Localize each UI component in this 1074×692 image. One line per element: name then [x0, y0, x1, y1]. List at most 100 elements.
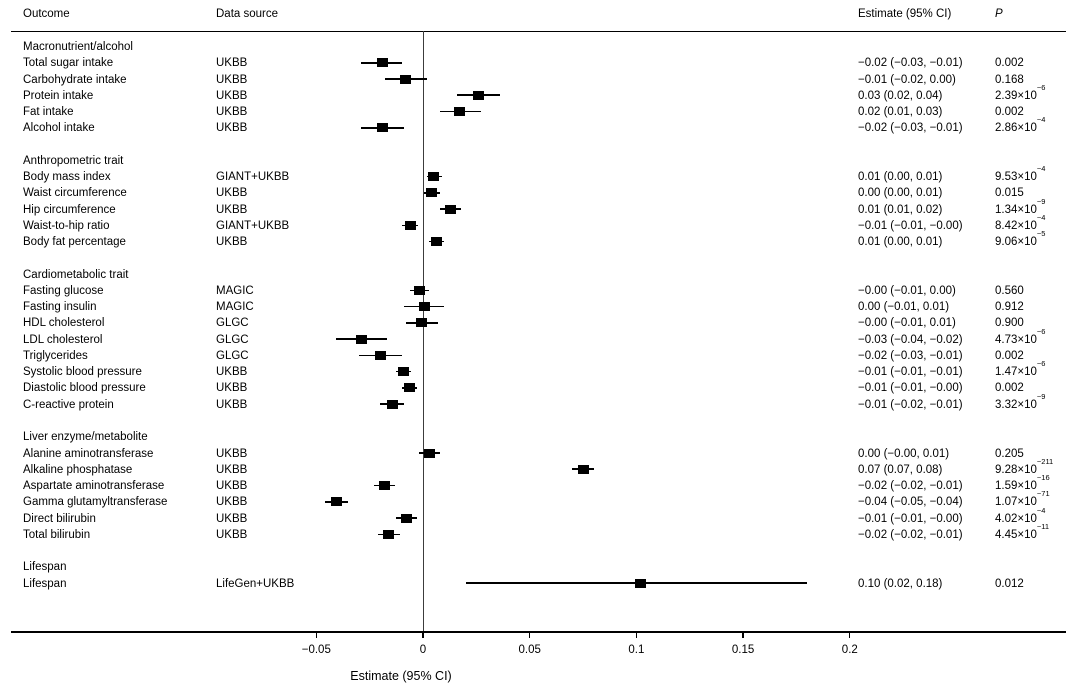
source-cell: GIANT+UKBB — [216, 171, 290, 184]
p-value-exponent: −4 — [1036, 505, 1046, 515]
p-value-cell: 4.02×10−4 — [995, 505, 1046, 525]
outcome-cell: Alanine aminotransferase — [23, 447, 154, 460]
outcome-cell: Total sugar intake — [23, 57, 114, 70]
estimate-ci-cell: −0.01 (−0.02, 0.00) — [858, 73, 956, 86]
source-cell: UKBB — [216, 236, 248, 249]
p-value-cell: 8.42×10−4 — [995, 213, 1046, 232]
estimate-marker — [431, 237, 443, 247]
x-axis-tick — [742, 631, 744, 638]
p-value-exponent: −4 — [1036, 115, 1046, 125]
column-header-data-source: Data source — [216, 8, 279, 20]
estimate-ci-cell: 0.03 (0.02, 0.04) — [858, 89, 943, 102]
outcome-cell: LDL cholesterol — [23, 333, 103, 346]
estimate-ci-cell: −0.01 (−0.01, −0.01) — [858, 366, 963, 379]
source-cell: UKBB — [216, 73, 248, 86]
x-axis-tick — [849, 631, 851, 638]
estimate-ci-cell: −0.02 (−0.02, −0.01) — [858, 480, 963, 493]
estimate-marker — [400, 74, 412, 84]
outcome-cell: Hip circumference — [23, 203, 116, 216]
x-axis-tick — [315, 631, 317, 638]
estimate-ci-cell: 0.01 (0.00, 0.01) — [858, 171, 943, 184]
x-axis-tick — [529, 631, 531, 638]
source-cell: UKBB — [216, 382, 248, 395]
x-axis-tick-label: 0.1 — [628, 644, 645, 656]
outcome-cell: Body mass index — [23, 171, 111, 184]
estimate-ci-cell: 0.10 (0.02, 0.18) — [858, 577, 943, 590]
group-label: Anthropometric trait — [23, 154, 124, 167]
x-axis-tick — [422, 631, 424, 638]
estimate-ci-cell: 0.01 (0.01, 0.02) — [858, 203, 943, 216]
source-cell: UKBB — [216, 106, 248, 119]
outcome-cell: Alkaline phosphatase — [23, 463, 133, 476]
source-cell: UKBB — [216, 496, 248, 509]
p-value-cell: 2.39×10−6 — [995, 82, 1046, 102]
p-value-cell: 0.015 — [995, 187, 1024, 200]
p-value-exponent: −4 — [1036, 213, 1046, 223]
outcome-cell: Protein intake — [23, 89, 94, 102]
p-value-cell: 0.012 — [995, 577, 1024, 590]
estimate-ci-cell: −0.01 (−0.01, −0.00) — [858, 382, 963, 395]
x-axis-title: Estimate (95% CI) — [350, 669, 452, 683]
p-value-cell: 4.73×10−6 — [995, 326, 1046, 346]
outcome-cell: Total bilirubin — [23, 528, 91, 541]
estimate-marker — [577, 464, 589, 474]
source-cell: UKBB — [216, 463, 248, 476]
outcome-cell: Fasting insulin — [23, 301, 97, 314]
estimate-marker — [404, 220, 416, 230]
p-value-cell: 1.34×10−9 — [995, 196, 1046, 216]
column-header-p-value: P — [995, 8, 1003, 20]
estimate-marker — [445, 204, 457, 214]
x-axis-tick-label: 0.2 — [841, 644, 858, 656]
estimate-ci-cell: −0.02 (−0.03, −0.01) — [858, 122, 963, 135]
outcome-cell: Aspartate aminotransferase — [23, 480, 165, 493]
p-value-cell: 1.59×10−16 — [995, 473, 1050, 493]
p-value-exponent: −11 — [1036, 521, 1050, 531]
p-value-exponent: −5 — [1036, 229, 1046, 239]
estimate-marker — [403, 383, 415, 393]
outcome-cell: Diastolic blood pressure — [23, 382, 146, 395]
estimate-ci-cell: −0.01 (−0.01, −0.00) — [858, 512, 963, 525]
estimate-marker — [472, 90, 484, 100]
p-value-exponent: −16 — [1036, 473, 1050, 483]
estimate-marker — [453, 107, 465, 117]
outcome-cell: Alcohol intake — [23, 122, 95, 135]
p-value-cell: 1.07×10−71 — [995, 489, 1050, 509]
estimate-marker — [398, 367, 410, 377]
p-value-cell: 0.002 — [995, 349, 1024, 362]
estimate-ci-cell: −0.00 (−0.01, 0.00) — [858, 284, 956, 297]
x-axis-tick-label: −0.05 — [301, 644, 331, 656]
estimate-marker — [331, 497, 343, 507]
outcome-cell: Triglycerides — [23, 349, 88, 362]
source-cell: UKBB — [216, 480, 248, 493]
estimate-ci-cell: −0.02 (−0.03, −0.01) — [858, 57, 963, 70]
p-value-cell: 9.53×10−4 — [995, 164, 1046, 184]
estimate-ci-cell: 0.00 (−0.00, 0.01) — [858, 447, 950, 460]
p-value-cell: 0.002 — [995, 382, 1024, 395]
estimate-marker — [383, 529, 395, 539]
p-value-cell: 0.900 — [995, 317, 1024, 330]
zero-reference-line — [423, 31, 425, 632]
source-cell: UKBB — [216, 512, 248, 525]
p-value-exponent: −9 — [1036, 196, 1046, 206]
source-cell: GLGC — [216, 349, 249, 362]
estimate-marker — [401, 513, 413, 523]
p-value-cell: 2.86×10−4 — [995, 115, 1046, 135]
source-cell: UKBB — [216, 203, 248, 216]
p-value-exponent: −6 — [1036, 359, 1046, 369]
p-value-exponent: −6 — [1036, 326, 1046, 336]
p-value-exponent: −4 — [1036, 164, 1046, 174]
estimate-marker — [376, 58, 388, 68]
outcome-cell: Fasting glucose — [23, 284, 104, 297]
source-cell: UKBB — [216, 398, 248, 411]
source-cell: UKBB — [216, 122, 248, 135]
p-value-cell: 0.205 — [995, 447, 1024, 460]
header-rule — [11, 31, 1066, 33]
p-value-cell: 0.912 — [995, 301, 1024, 314]
estimate-ci-cell: −0.00 (−0.01, 0.01) — [858, 317, 956, 330]
source-cell: UKBB — [216, 528, 248, 541]
p-value-cell: 3.32×10−9 — [995, 391, 1046, 411]
source-cell: GLGC — [216, 317, 249, 330]
estimate-marker — [374, 350, 386, 360]
p-value-cell: 0.002 — [995, 57, 1024, 70]
